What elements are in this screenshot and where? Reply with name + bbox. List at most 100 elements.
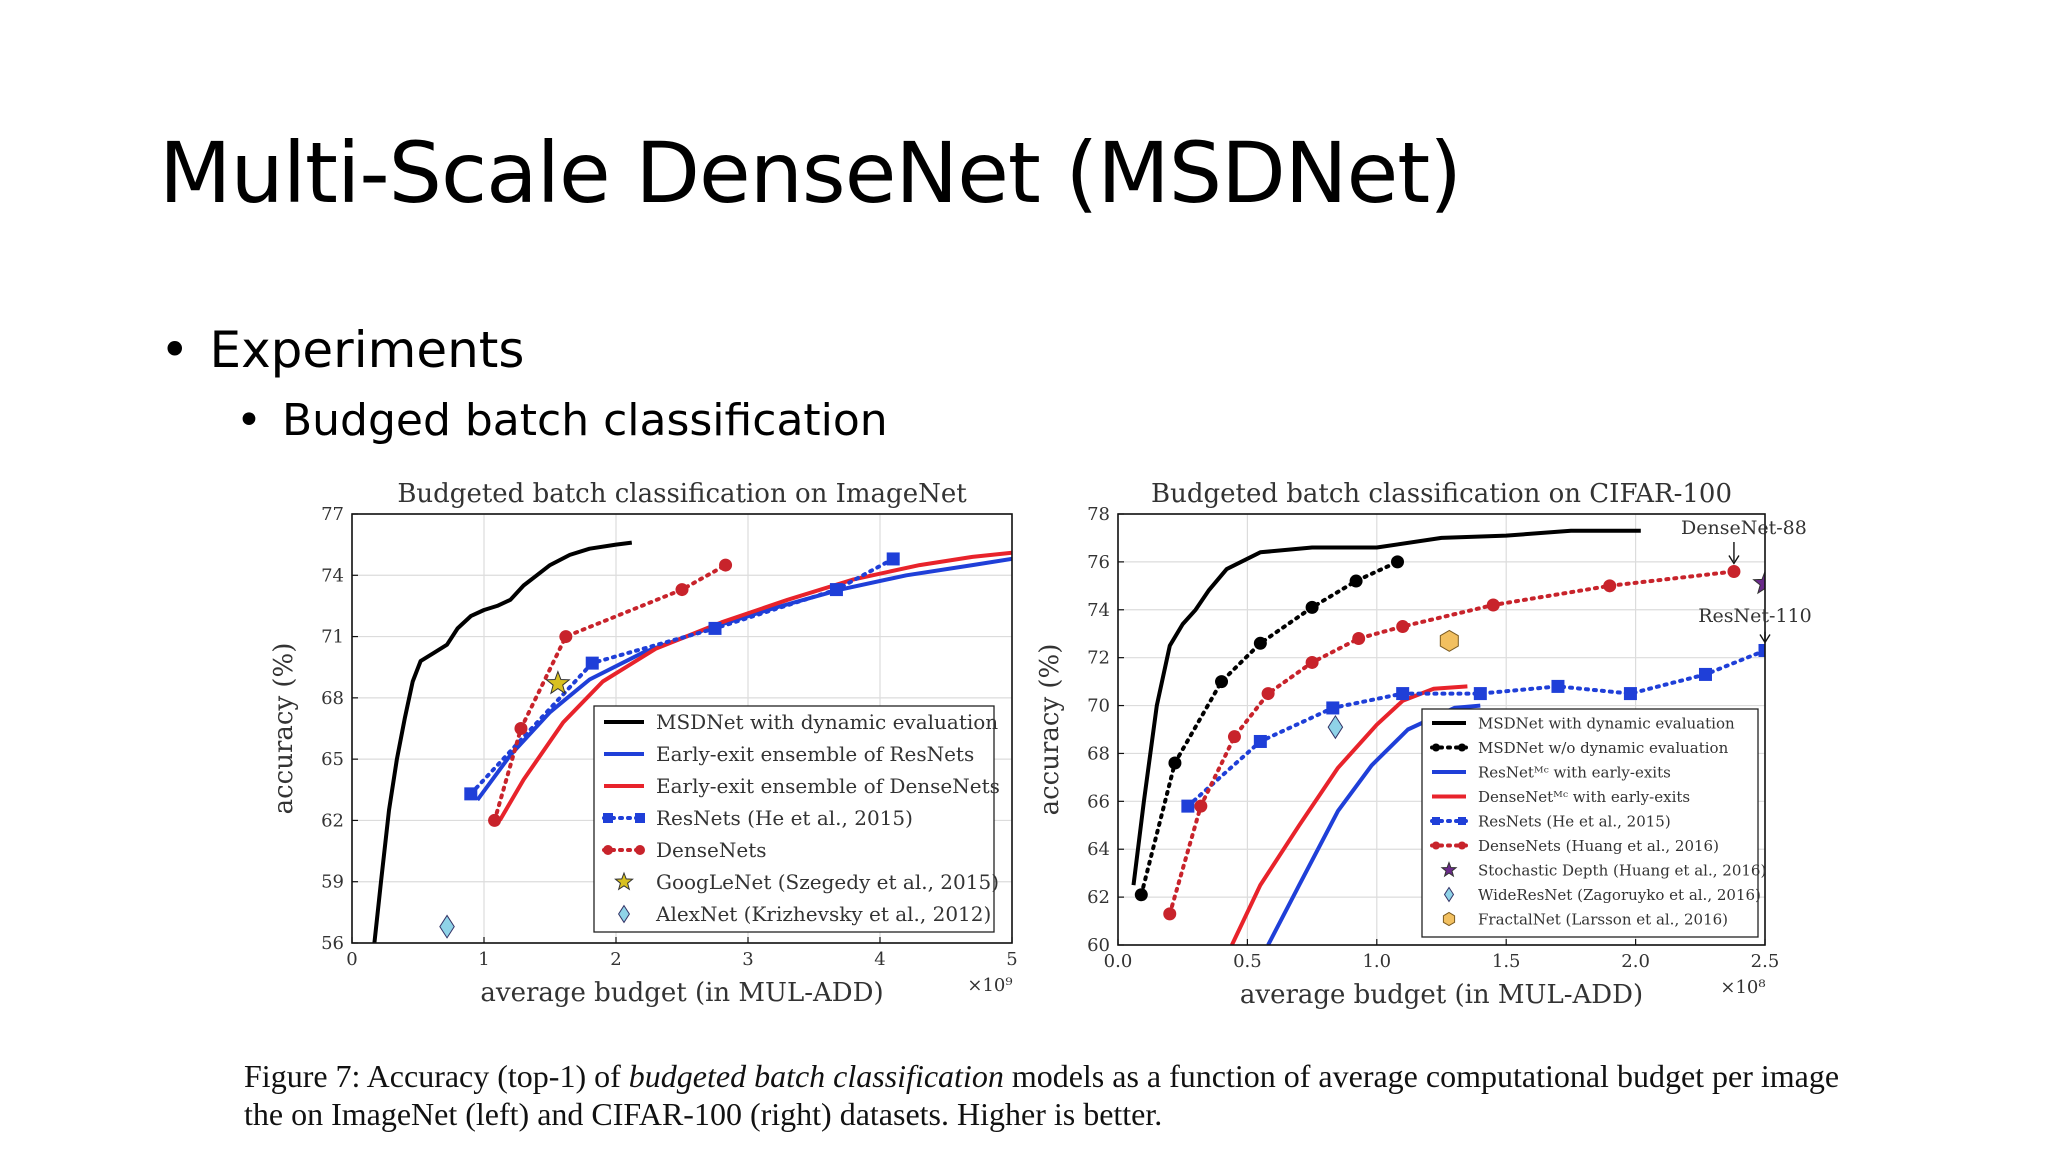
legend-marker bbox=[618, 904, 630, 924]
x-tick-label: 0.0 bbox=[1104, 951, 1133, 972]
x-tick-label: 0 bbox=[346, 949, 357, 970]
y-tick-label: 62 bbox=[321, 810, 344, 831]
chart-0: 0 1 2 3 4 5 56 59 62 65 68 71 74 77 Budgeted batch cla… bbox=[269, 479, 1018, 1008]
figure-caption: Figure 7: Accuracy (top-1) of budgeted b… bbox=[244, 1057, 1844, 1133]
legend-label: ResNets (He et al., 2015) bbox=[1478, 812, 1671, 830]
y-tick-label: 77 bbox=[321, 504, 344, 525]
data-point bbox=[1603, 579, 1617, 593]
data-point bbox=[1396, 620, 1410, 634]
legend-label: Stochastic Depth (Huang et al., 2016) bbox=[1478, 861, 1766, 879]
x-tick-label: 1.5 bbox=[1492, 951, 1521, 972]
legend-marker bbox=[1432, 743, 1440, 752]
data-point bbox=[1473, 687, 1487, 701]
x-tick-label: 5 bbox=[1006, 949, 1017, 970]
x-tick-label: 2.5 bbox=[1751, 951, 1780, 972]
legend-marker bbox=[1458, 841, 1466, 850]
legend-label: Early-exit ensemble of DenseNets bbox=[656, 774, 1000, 798]
data-point bbox=[1486, 598, 1500, 612]
y-tick-label: 78 bbox=[1087, 504, 1110, 525]
legend-label: ResNetᴹᶜ with early-exits bbox=[1478, 763, 1671, 781]
legend-marker bbox=[1442, 911, 1456, 927]
axes-frame bbox=[1117, 513, 1766, 946]
legend-label: MSDNet with dynamic evaluation bbox=[1478, 714, 1735, 732]
caption-suffix: models as a function of average computat… bbox=[244, 1058, 1840, 1132]
x-multiplier: ×10⁸ bbox=[1720, 977, 1765, 998]
x-tick-label: 1.0 bbox=[1362, 951, 1391, 972]
data-point bbox=[1349, 574, 1363, 588]
y-tick-label: 76 bbox=[1087, 552, 1110, 573]
data-point bbox=[439, 914, 455, 939]
data-point bbox=[708, 621, 722, 635]
legend-label: ResNets (He et al., 2015) bbox=[656, 806, 913, 830]
legend: MSDNet with dynamic evaluation Early-exit… bbox=[593, 705, 1000, 933]
data-point bbox=[1253, 636, 1267, 650]
legend-marker bbox=[1440, 861, 1458, 878]
x-tick-label: 4 bbox=[874, 949, 885, 970]
annotation-densenet-88: DenseNet-88 bbox=[1681, 517, 1807, 539]
y-tick-label: 72 bbox=[1087, 648, 1110, 669]
series-line bbox=[1266, 703, 1481, 945]
data-point bbox=[675, 583, 689, 597]
legend-marker bbox=[603, 813, 613, 823]
data-point bbox=[1551, 679, 1565, 693]
bullet-dot: • bbox=[160, 321, 190, 379]
legend-label: AlexNet (Krizhevsky et al., 2012) bbox=[655, 902, 991, 926]
legend-label: WideResNet (Zagoruyko et al., 2016) bbox=[1478, 886, 1761, 904]
data-point bbox=[719, 558, 733, 572]
x-tick-label: 2 bbox=[610, 949, 621, 970]
data-point bbox=[1623, 687, 1637, 701]
y-tick-label: 60 bbox=[1087, 935, 1110, 956]
data-point bbox=[1227, 730, 1241, 744]
series-line bbox=[1131, 528, 1641, 886]
slide-title: Multi-Scale DenseNet (MSDNet) bbox=[159, 124, 1462, 222]
series-line bbox=[492, 563, 728, 823]
axes-frame bbox=[351, 513, 1013, 944]
legend-marker bbox=[1458, 817, 1466, 825]
data-point bbox=[1698, 667, 1712, 681]
x-multiplier: ×10⁹ bbox=[967, 975, 1012, 996]
y-tick-label: 62 bbox=[1087, 887, 1110, 908]
annotation-resnet-110: ResNet-110 bbox=[1698, 605, 1812, 627]
data-point bbox=[488, 813, 502, 827]
y-tick-label: 71 bbox=[321, 627, 344, 648]
legend-label: MSDNet with dynamic evaluation bbox=[656, 710, 998, 734]
annotation-arrowhead bbox=[1759, 634, 1771, 644]
chart-title: Budgeted batch classification on CIFAR-1… bbox=[1151, 479, 1732, 509]
annotation-arrowhead bbox=[1728, 555, 1740, 565]
legend: MSDNet with dynamic evaluation MSDNet w/o… bbox=[1421, 708, 1766, 938]
legend-marker bbox=[635, 845, 645, 855]
x-axis-label: average budget (in MUL-ADD) bbox=[480, 978, 883, 1008]
legend-marker bbox=[1432, 817, 1440, 825]
data-point bbox=[1194, 799, 1208, 813]
series-line bbox=[372, 540, 633, 943]
y-axis-label: accuracy (%) bbox=[269, 643, 299, 815]
data-point bbox=[1727, 564, 1741, 578]
bullet-budged-batch: • Budged batch classification bbox=[236, 393, 888, 449]
data-point bbox=[1163, 907, 1177, 921]
data-point bbox=[1327, 714, 1344, 740]
data-point bbox=[464, 787, 478, 801]
x-tick-label: 1 bbox=[478, 949, 489, 970]
data-point bbox=[1215, 675, 1229, 689]
legend-label: MSDNet w/o dynamic evaluation bbox=[1478, 739, 1729, 757]
y-tick-label: 68 bbox=[1087, 743, 1110, 764]
legend-label: GoogLeNet (Szegedy et al., 2015) bbox=[656, 870, 999, 894]
caption-prefix: Figure 7: Accuracy (top-1) of bbox=[244, 1058, 629, 1094]
legend-label: DenseNetᴹᶜ with early-exits bbox=[1478, 788, 1690, 806]
legend-marker bbox=[614, 871, 634, 891]
data-point bbox=[514, 722, 528, 735]
data-point bbox=[1758, 643, 1765, 657]
legend-label: FractalNet (Larsson et al., 2016) bbox=[1478, 910, 1728, 928]
legend-marker bbox=[1458, 743, 1466, 752]
y-tick-label: 70 bbox=[1087, 696, 1110, 717]
data-point bbox=[1305, 655, 1319, 669]
y-tick-label: 56 bbox=[321, 933, 344, 954]
y-tick-label: 74 bbox=[1087, 600, 1110, 621]
legend-label: DenseNets bbox=[656, 838, 767, 862]
data-point bbox=[1134, 888, 1148, 902]
data-point bbox=[886, 552, 900, 566]
y-tick-label: 65 bbox=[321, 749, 344, 770]
y-axis-label: accuracy (%) bbox=[1035, 644, 1065, 816]
series-line bbox=[1185, 648, 1765, 809]
x-tick-label: 2.0 bbox=[1621, 951, 1650, 972]
